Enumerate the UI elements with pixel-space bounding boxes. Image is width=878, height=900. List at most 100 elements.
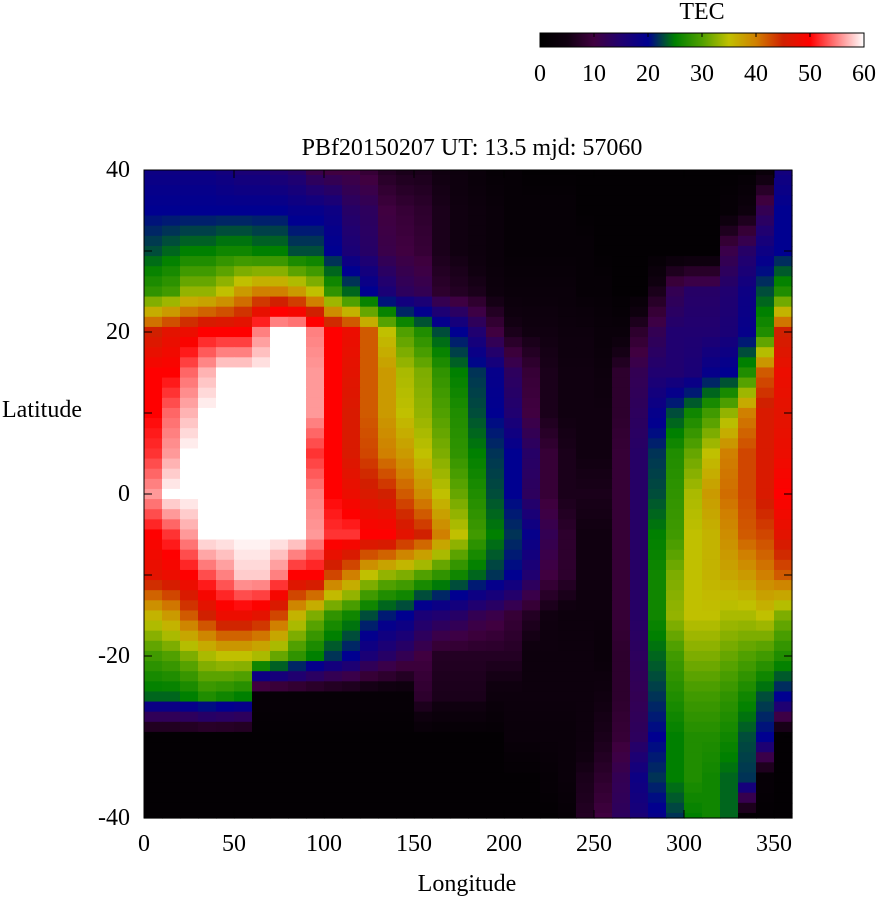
heatmap-cell	[504, 620, 523, 632]
heatmap-cell	[486, 812, 505, 819]
heatmap-cell	[702, 549, 721, 561]
heatmap-cell	[738, 245, 757, 257]
heatmap-cell	[504, 438, 523, 450]
heatmap-cell	[684, 296, 703, 308]
heatmap-cell	[180, 580, 199, 591]
heatmap-cell	[270, 367, 289, 379]
heatmap-cell	[612, 170, 631, 176]
heatmap-cell	[414, 225, 433, 237]
heatmap-cell	[540, 357, 559, 369]
heatmap-cell	[162, 468, 181, 480]
heatmap-cell	[738, 448, 757, 460]
heatmap-cell	[648, 539, 667, 551]
heatmap-cell	[774, 661, 793, 672]
heatmap-cell	[504, 387, 523, 399]
heatmap-cell	[486, 418, 505, 429]
heatmap-cell	[576, 671, 595, 682]
heatmap-cell	[630, 650, 649, 662]
heatmap-cell	[234, 245, 253, 257]
heatmap-cell	[486, 367, 505, 379]
heatmap-cell	[504, 671, 523, 682]
heatmap-cell	[720, 590, 739, 601]
heatmap-cell	[540, 387, 559, 399]
heatmap-cell	[738, 276, 757, 288]
heatmap-cell	[450, 499, 469, 510]
heatmap-cell	[504, 529, 523, 541]
heatmap-cell	[432, 170, 451, 176]
heatmap-cell	[198, 245, 217, 257]
heatmap-cell	[630, 590, 649, 601]
heatmap-cell	[630, 185, 649, 196]
heatmap-cell	[648, 752, 667, 763]
heatmap-cell	[486, 347, 505, 358]
heatmap-cell	[306, 235, 325, 247]
heatmap-cell	[468, 205, 487, 217]
heatmap-cell	[720, 519, 739, 531]
heatmap-cell	[684, 397, 703, 409]
heatmap-cell	[360, 478, 379, 490]
heatmap-cell	[468, 488, 487, 500]
heatmap-cell	[504, 610, 523, 622]
heatmap-cell	[504, 448, 523, 460]
heatmap-cell	[612, 245, 631, 257]
heatmap-cell	[198, 610, 217, 622]
heatmap-cell	[630, 721, 649, 733]
heatmap-cell	[162, 509, 181, 520]
heatmap-cell	[558, 792, 577, 804]
heatmap-cell	[702, 701, 721, 713]
x-tick-label: 300	[666, 831, 702, 857]
heatmap-cell	[540, 428, 559, 439]
heatmap-cell	[396, 661, 415, 672]
heatmap-cell	[666, 620, 685, 632]
heatmap-cell	[216, 266, 235, 277]
heatmap-cell	[180, 235, 199, 247]
heatmap-cell	[144, 407, 163, 419]
heatmap-cell	[540, 205, 559, 217]
heatmap-cell	[288, 509, 307, 520]
heatmap-cell	[144, 519, 163, 531]
heatmap-cell	[666, 610, 685, 622]
heatmap-cell	[594, 701, 613, 713]
heatmap-cell	[288, 721, 307, 733]
heatmap-cell	[144, 650, 163, 662]
heatmap-cell	[486, 337, 505, 348]
heatmap-cell	[396, 245, 415, 257]
heatmap-cell	[666, 458, 685, 470]
heatmap-cell	[414, 711, 433, 723]
heatmap-cell	[738, 337, 757, 348]
heatmap-cell	[288, 499, 307, 510]
heatmap-cell	[252, 792, 271, 804]
heatmap-cell	[162, 640, 181, 652]
heatmap-cell	[630, 195, 649, 207]
heatmap-cell	[144, 569, 163, 581]
heatmap-cell	[504, 326, 523, 338]
heatmap-cell	[144, 792, 163, 804]
heatmap-cell	[288, 195, 307, 207]
heatmap-cell	[414, 347, 433, 358]
heatmap-cell	[360, 276, 379, 288]
heatmap-cell	[324, 499, 343, 510]
heatmap-cell	[306, 610, 325, 622]
heatmap-cell	[306, 170, 325, 176]
heatmap-cell	[216, 630, 235, 642]
heatmap-cell	[774, 205, 793, 217]
heatmap-cell	[684, 215, 703, 227]
heatmap-cell	[270, 195, 289, 207]
heatmap-cell	[504, 377, 523, 389]
heatmap-cell	[216, 306, 235, 318]
heatmap-cell	[252, 347, 271, 358]
heatmap-cell	[216, 731, 235, 743]
heatmap-cell	[540, 316, 559, 328]
heatmap-cell	[288, 782, 307, 794]
heatmap-cell	[684, 752, 703, 763]
heatmap-cell	[396, 337, 415, 348]
heatmap-cell	[666, 195, 685, 207]
heatmap-cell	[198, 792, 217, 804]
heatmap-cell	[378, 235, 397, 247]
heatmap-cell	[360, 620, 379, 632]
heatmap-cell	[576, 286, 595, 298]
heatmap-cell	[720, 478, 739, 490]
heatmap-cell	[720, 367, 739, 379]
heatmap-cell	[306, 650, 325, 662]
heatmap-cell	[576, 478, 595, 490]
